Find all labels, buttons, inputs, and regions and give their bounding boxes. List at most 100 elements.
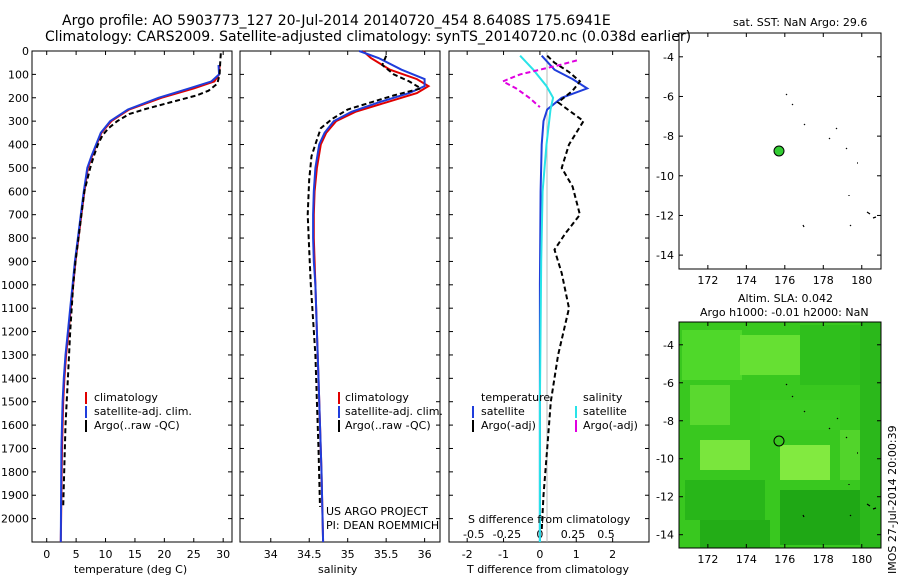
sst-lon-label: 176 xyxy=(774,274,795,287)
legend-argo: Argo(..raw -QC) xyxy=(94,419,180,432)
legend-swatches xyxy=(85,392,577,432)
sla-lat-label: -10 xyxy=(656,453,674,466)
credit-pi: PI: DEAN ROEMMICH xyxy=(326,519,440,532)
depth-tick-label: 1600 xyxy=(1,419,29,432)
depth-tick-label: 1100 xyxy=(1,302,29,315)
sla-lon-label: 172 xyxy=(697,553,718,566)
x-axes: 0 5 10 15 20 25 30 34 34.5 35 35.5 36 -2 -1 0 1 2 -0.5 -0.… xyxy=(43,51,616,561)
title-line-2: Climatology: CARS2009. Satellite-adjuste… xyxy=(45,29,692,45)
sst-lat-label: -4 xyxy=(663,51,674,64)
t-difference-tick-label: -1 xyxy=(498,548,509,561)
sla-lon-label: 174 xyxy=(736,553,757,566)
sla-lat-label: -8 xyxy=(663,415,674,428)
depth-axis: 0 100 200 300 400 500 600 700 800 900 1000 1100 1200… xyxy=(1,45,649,526)
s-difference-label: S difference from climatology xyxy=(468,513,631,526)
sst-lon-label: 172 xyxy=(697,274,718,287)
depth-tick-label: 1400 xyxy=(1,372,29,385)
sla-map-title-1: Altim. SLA: 0.042 xyxy=(738,292,834,305)
depth-tick-label: 1000 xyxy=(1,279,29,292)
sla-lat-label: -12 xyxy=(656,491,674,504)
depth-tick-label: 100 xyxy=(8,68,29,81)
s-difference-tick-label: 0.25 xyxy=(561,528,586,541)
sst-lat-label: -14 xyxy=(656,249,674,262)
t-difference-label: T difference from climatology xyxy=(467,563,629,576)
salinity-tick-label: 35 xyxy=(341,548,355,561)
series-line-salinity-argo-adj- xyxy=(500,59,578,108)
title-line-1: Argo profile: AO 5903773_127 20-Jul-2014… xyxy=(62,13,611,29)
legend-climatology-2: climatology xyxy=(345,391,409,404)
sla-map-frame xyxy=(678,321,882,549)
temperature-tick-label: 10 xyxy=(99,548,113,561)
salinity-tick-label: 35.5 xyxy=(374,548,399,561)
temperature-tick-label: 20 xyxy=(157,548,171,561)
legend-argo-2: Argo(..raw -QC) xyxy=(345,419,431,432)
series-line-argo-raw-qc- xyxy=(62,53,222,507)
depth-tick-label: 0 xyxy=(22,45,29,58)
s-difference-tick-label: 0.5 xyxy=(597,528,615,541)
depth-tick-label: 1500 xyxy=(1,396,29,409)
sla-lat-label: -6 xyxy=(663,377,674,390)
depth-tick-label: 1800 xyxy=(1,466,29,479)
s-difference-tick-label: -0.25 xyxy=(493,528,521,541)
sla-lat-label: -4 xyxy=(663,339,674,352)
salinity-tick-label: 34.5 xyxy=(297,548,322,561)
legend-satellite-adj-2: satellite-adj. clim. xyxy=(345,405,443,418)
argo-position-marker xyxy=(773,145,785,157)
sst-lat-label: -10 xyxy=(656,170,674,183)
sla-map-markers xyxy=(773,383,877,518)
sst-lat-label: -12 xyxy=(656,209,674,222)
legend-climatology: climatology xyxy=(94,391,158,404)
depth-tick-label: 200 xyxy=(8,92,29,105)
depth-tick-label: 400 xyxy=(8,139,29,152)
t-difference-tick-label: 0 xyxy=(536,548,543,561)
difference-panel-frame xyxy=(448,50,650,543)
imos-timestamp: IMOS 27-Jul-2014 20:00:39 xyxy=(886,425,899,574)
depth-tick-label: 800 xyxy=(8,232,29,245)
series-line-satellite-adj-clim- xyxy=(312,50,426,543)
depth-tick-label: 700 xyxy=(8,209,29,222)
temperature-tick-label: 30 xyxy=(216,548,230,561)
sst-lat-label: -6 xyxy=(663,90,674,103)
legend-s-satellite: satellite xyxy=(583,405,627,418)
credit-project: US ARGO PROJECT xyxy=(326,505,428,518)
sst-lon-label: 174 xyxy=(736,274,757,287)
legend-t-argo: Argo(-adj) xyxy=(481,419,536,432)
legend-s-argo: Argo(-adj) xyxy=(583,419,638,432)
depth-tick-label: 1900 xyxy=(1,489,29,502)
series-line-salinity-satellite xyxy=(519,55,555,542)
depth-tick-label: 900 xyxy=(8,255,29,268)
temperature-tick-label: 0 xyxy=(43,548,50,561)
sla-lon-label: 178 xyxy=(813,553,834,566)
depth-tick-label: 1300 xyxy=(1,349,29,362)
temperature-tick-label: 5 xyxy=(73,548,80,561)
sst-map-markers xyxy=(773,93,877,228)
depth-tick-label: 600 xyxy=(8,185,29,198)
salinity-panel-frame xyxy=(239,50,441,543)
depth-tick-label: 300 xyxy=(8,115,29,128)
s-difference-tick-label: -0.5 xyxy=(463,528,484,541)
t-difference-tick-label: 1 xyxy=(573,548,580,561)
temperature-panel-frame xyxy=(31,50,233,543)
legend-head-salinity: salinity xyxy=(583,391,623,404)
sst-lon-label: 178 xyxy=(813,274,834,287)
series-line-temperature-argo-adj- xyxy=(540,54,585,531)
profile-lines xyxy=(59,50,590,543)
t-difference-tick-label: -2 xyxy=(462,548,473,561)
sst-lat-label: -8 xyxy=(663,130,674,143)
salinity-axis-label: salinity xyxy=(318,563,358,576)
t-difference-tick-label: 2 xyxy=(609,548,616,561)
sla-lon-label: 176 xyxy=(774,553,795,566)
temperature-tick-label: 15 xyxy=(128,548,142,561)
map-ticks: -4 -6 -8 -10 -12 -14 172 174 176 178 180 -4 -6 -8 -10 -… xyxy=(656,33,881,566)
legend-head-temperature: temperature xyxy=(481,391,551,404)
depth-tick-label: 1200 xyxy=(1,326,29,339)
sla-lat-label: -14 xyxy=(656,529,674,542)
temperature-tick-label: 25 xyxy=(187,548,201,561)
argo-position-ring xyxy=(773,435,785,447)
sla-lon-label: 180 xyxy=(851,553,872,566)
depth-tick-label: 1700 xyxy=(1,442,29,455)
temperature-axis-label: temperature (deg C) xyxy=(74,563,188,576)
legend-t-satellite: satellite xyxy=(481,405,525,418)
depth-tick-label: 2000 xyxy=(1,513,29,526)
